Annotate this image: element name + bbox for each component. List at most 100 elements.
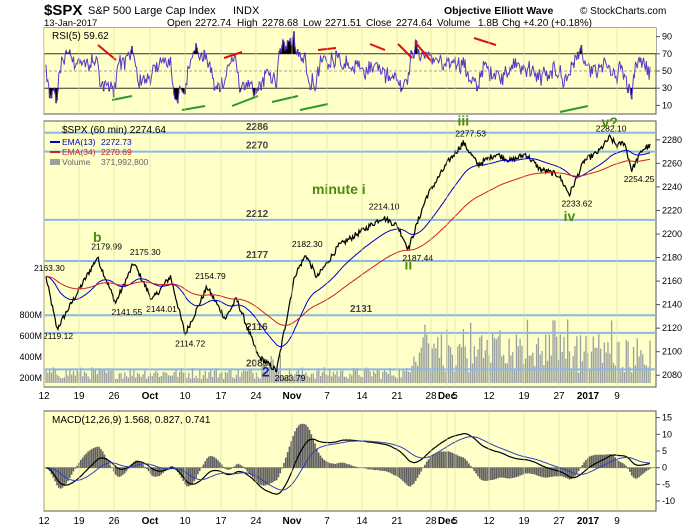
macd-hist-bar	[575, 467, 578, 474]
x-tick-label-macd: 2017	[577, 516, 600, 527]
open-label: Open	[167, 18, 191, 29]
macd-hist-bar	[85, 453, 88, 468]
volume-bar	[513, 370, 516, 383]
volume-bar	[296, 371, 298, 383]
volume-bar	[171, 375, 173, 383]
volume-bar	[565, 358, 567, 383]
ema34-legend: EMA(34) 2270.69	[50, 147, 132, 157]
macd-hist-bar	[330, 463, 333, 468]
rsi-red-trendline	[397, 43, 413, 59]
volume-bar	[91, 367, 93, 383]
macd-hist-bar	[317, 452, 320, 468]
macd-hist-bar	[464, 458, 466, 468]
volume-bar	[426, 334, 428, 383]
macd-hist-bar	[528, 467, 530, 474]
volume-bar	[400, 377, 402, 383]
volume-bar	[548, 334, 551, 383]
macd-hist-bar	[306, 426, 309, 468]
price-tick-label: 2080	[662, 370, 682, 380]
low-label: Low	[303, 18, 322, 29]
volume-bar	[67, 375, 69, 383]
x-tick-label-price: 10	[179, 391, 191, 402]
macd-hist-bar	[133, 461, 135, 468]
volume-bar	[259, 378, 261, 383]
macd-hist-bar	[471, 467, 474, 469]
volume-bar	[252, 372, 254, 383]
open-value: 2272.74	[195, 18, 232, 29]
macd-hist-bar	[497, 467, 499, 479]
volume-bar	[179, 371, 181, 383]
ema13-legend: EMA(13) 2272.73	[50, 137, 132, 147]
rsi-green-trendline	[559, 105, 589, 113]
macd-layer	[44, 423, 656, 495]
macd-hist-bar	[74, 467, 77, 469]
axis-layer: 2080210021202140216021802200222022402260…	[19, 28, 682, 527]
rsi-red-trendline	[97, 44, 117, 61]
macd-hist-bar	[136, 460, 139, 468]
volume-bar	[100, 368, 102, 383]
macd-hist-bar	[493, 467, 496, 480]
volume-bar	[204, 370, 206, 383]
volume-bar	[578, 372, 580, 383]
volume-bar	[358, 375, 360, 383]
volume-bar	[114, 378, 117, 383]
volume-bar	[464, 346, 466, 383]
rsi-green-trendline	[299, 103, 329, 111]
macd-hist-bar	[389, 467, 391, 473]
x-tick-label-price: 19	[518, 391, 530, 402]
volume-bar	[526, 319, 529, 383]
macd-hist-bar	[59, 467, 62, 489]
macd-hist-bar	[153, 467, 155, 477]
macd-hist-bar	[176, 467, 179, 473]
macd-hist-bar	[597, 454, 600, 468]
volume-bar	[486, 339, 488, 383]
volume-bar	[129, 369, 131, 383]
volume-bar	[149, 373, 152, 383]
volume-bar	[146, 378, 148, 383]
macd-hist-bar	[343, 462, 346, 468]
volume-bar	[603, 342, 605, 383]
volume-bar	[319, 375, 322, 383]
volume-bar	[387, 373, 389, 383]
macd-hist-bar	[213, 457, 216, 468]
macd-hist-bar	[629, 467, 631, 472]
macd-hist-bar	[257, 467, 260, 484]
macd-hist-bar	[566, 467, 569, 479]
macd-hist-bar	[466, 460, 468, 468]
macd-hist-bar	[462, 457, 465, 468]
macd-hist-bar	[339, 462, 342, 468]
macd-hist-bar	[524, 467, 527, 474]
volume-bar	[215, 368, 217, 383]
macd-hist-bar	[435, 453, 437, 468]
macd-hist-bar	[508, 467, 510, 479]
volume-bar	[382, 371, 384, 383]
volume-bar	[537, 337, 540, 383]
price-line	[45, 133, 651, 373]
macd-tick-label: 15	[662, 413, 672, 423]
volume-bar	[405, 367, 408, 383]
volume-bar	[58, 376, 60, 383]
volume-bar	[285, 378, 287, 383]
macd-hist-bar	[398, 467, 401, 478]
macd-hist-bar	[72, 467, 75, 472]
volume-bar	[131, 375, 133, 383]
macd-hist-bar	[532, 467, 534, 475]
volume-bar	[338, 376, 340, 383]
ema34-name: EMA(34)	[62, 147, 96, 157]
macd-hist-bar	[171, 466, 174, 468]
macd-hist-bar	[427, 459, 430, 468]
price-tick-label: 2120	[662, 323, 682, 333]
ema13-value: 2272.73	[101, 137, 132, 147]
volume-bar	[396, 378, 399, 383]
volume-bar	[74, 375, 76, 383]
macd-hist-bar	[314, 443, 316, 468]
volume-bar	[521, 345, 523, 383]
macd-hist-bar	[116, 467, 119, 477]
volume-bar	[404, 371, 406, 383]
level-label-2131: 2131	[350, 304, 373, 315]
volume-bar	[166, 373, 168, 383]
macd-hist-bar	[436, 452, 439, 468]
x-tick-label-price: Oct	[142, 391, 159, 402]
exchange: INDX	[233, 5, 260, 17]
macd-hist-bar	[209, 455, 212, 468]
